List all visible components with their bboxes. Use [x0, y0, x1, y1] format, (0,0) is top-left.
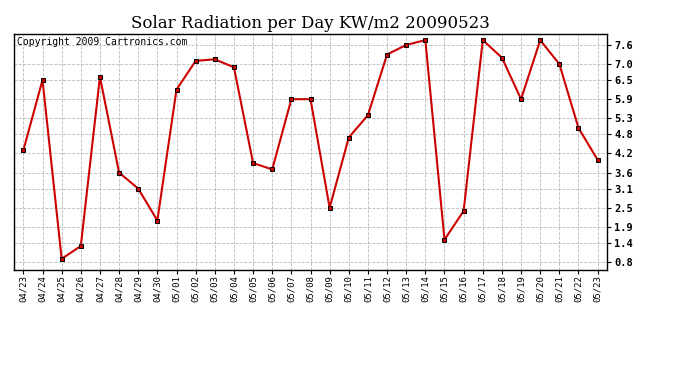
Text: Copyright 2009 Cartronics.com: Copyright 2009 Cartronics.com: [17, 37, 187, 47]
Title: Solar Radiation per Day KW/m2 20090523: Solar Radiation per Day KW/m2 20090523: [131, 15, 490, 32]
